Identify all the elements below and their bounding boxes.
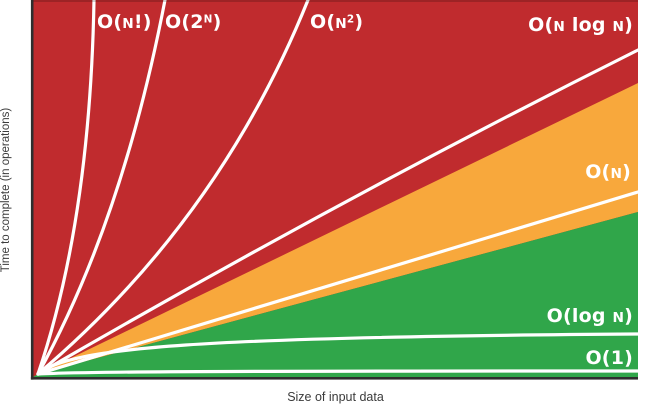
curve-o-2-pow-n-label: O(2n) xyxy=(165,11,222,33)
curve-o-n-squared-label: O(n2) xyxy=(310,11,364,33)
curve-o-n-factorial-label: O(n!) xyxy=(97,11,152,33)
curve-o-n-log-n-label: O(n log n) xyxy=(528,14,633,36)
curve-o-n-squared xyxy=(36,0,310,376)
x-axis-title: Size of input data xyxy=(287,390,384,404)
y-axis-title: Time to complete (in operations) xyxy=(0,107,12,273)
y-axis-line xyxy=(30,0,34,380)
curve-o-log-n xyxy=(36,332,638,376)
curve-o-1-label: O(1) xyxy=(585,347,633,369)
curve-o-log-n-label: O(log n) xyxy=(546,305,633,327)
curve-o-n-factorial xyxy=(36,0,96,376)
curve-o-1 xyxy=(36,369,638,376)
plot-top-edge xyxy=(33,0,638,2)
x-axis-line xyxy=(30,377,638,380)
curve-o-2-pow-n xyxy=(36,0,167,376)
curve-o-n-label: O(n) xyxy=(585,161,631,183)
curve-o-n xyxy=(36,190,638,376)
curve-o-n-log-n xyxy=(36,48,638,376)
region-orange xyxy=(38,83,638,374)
